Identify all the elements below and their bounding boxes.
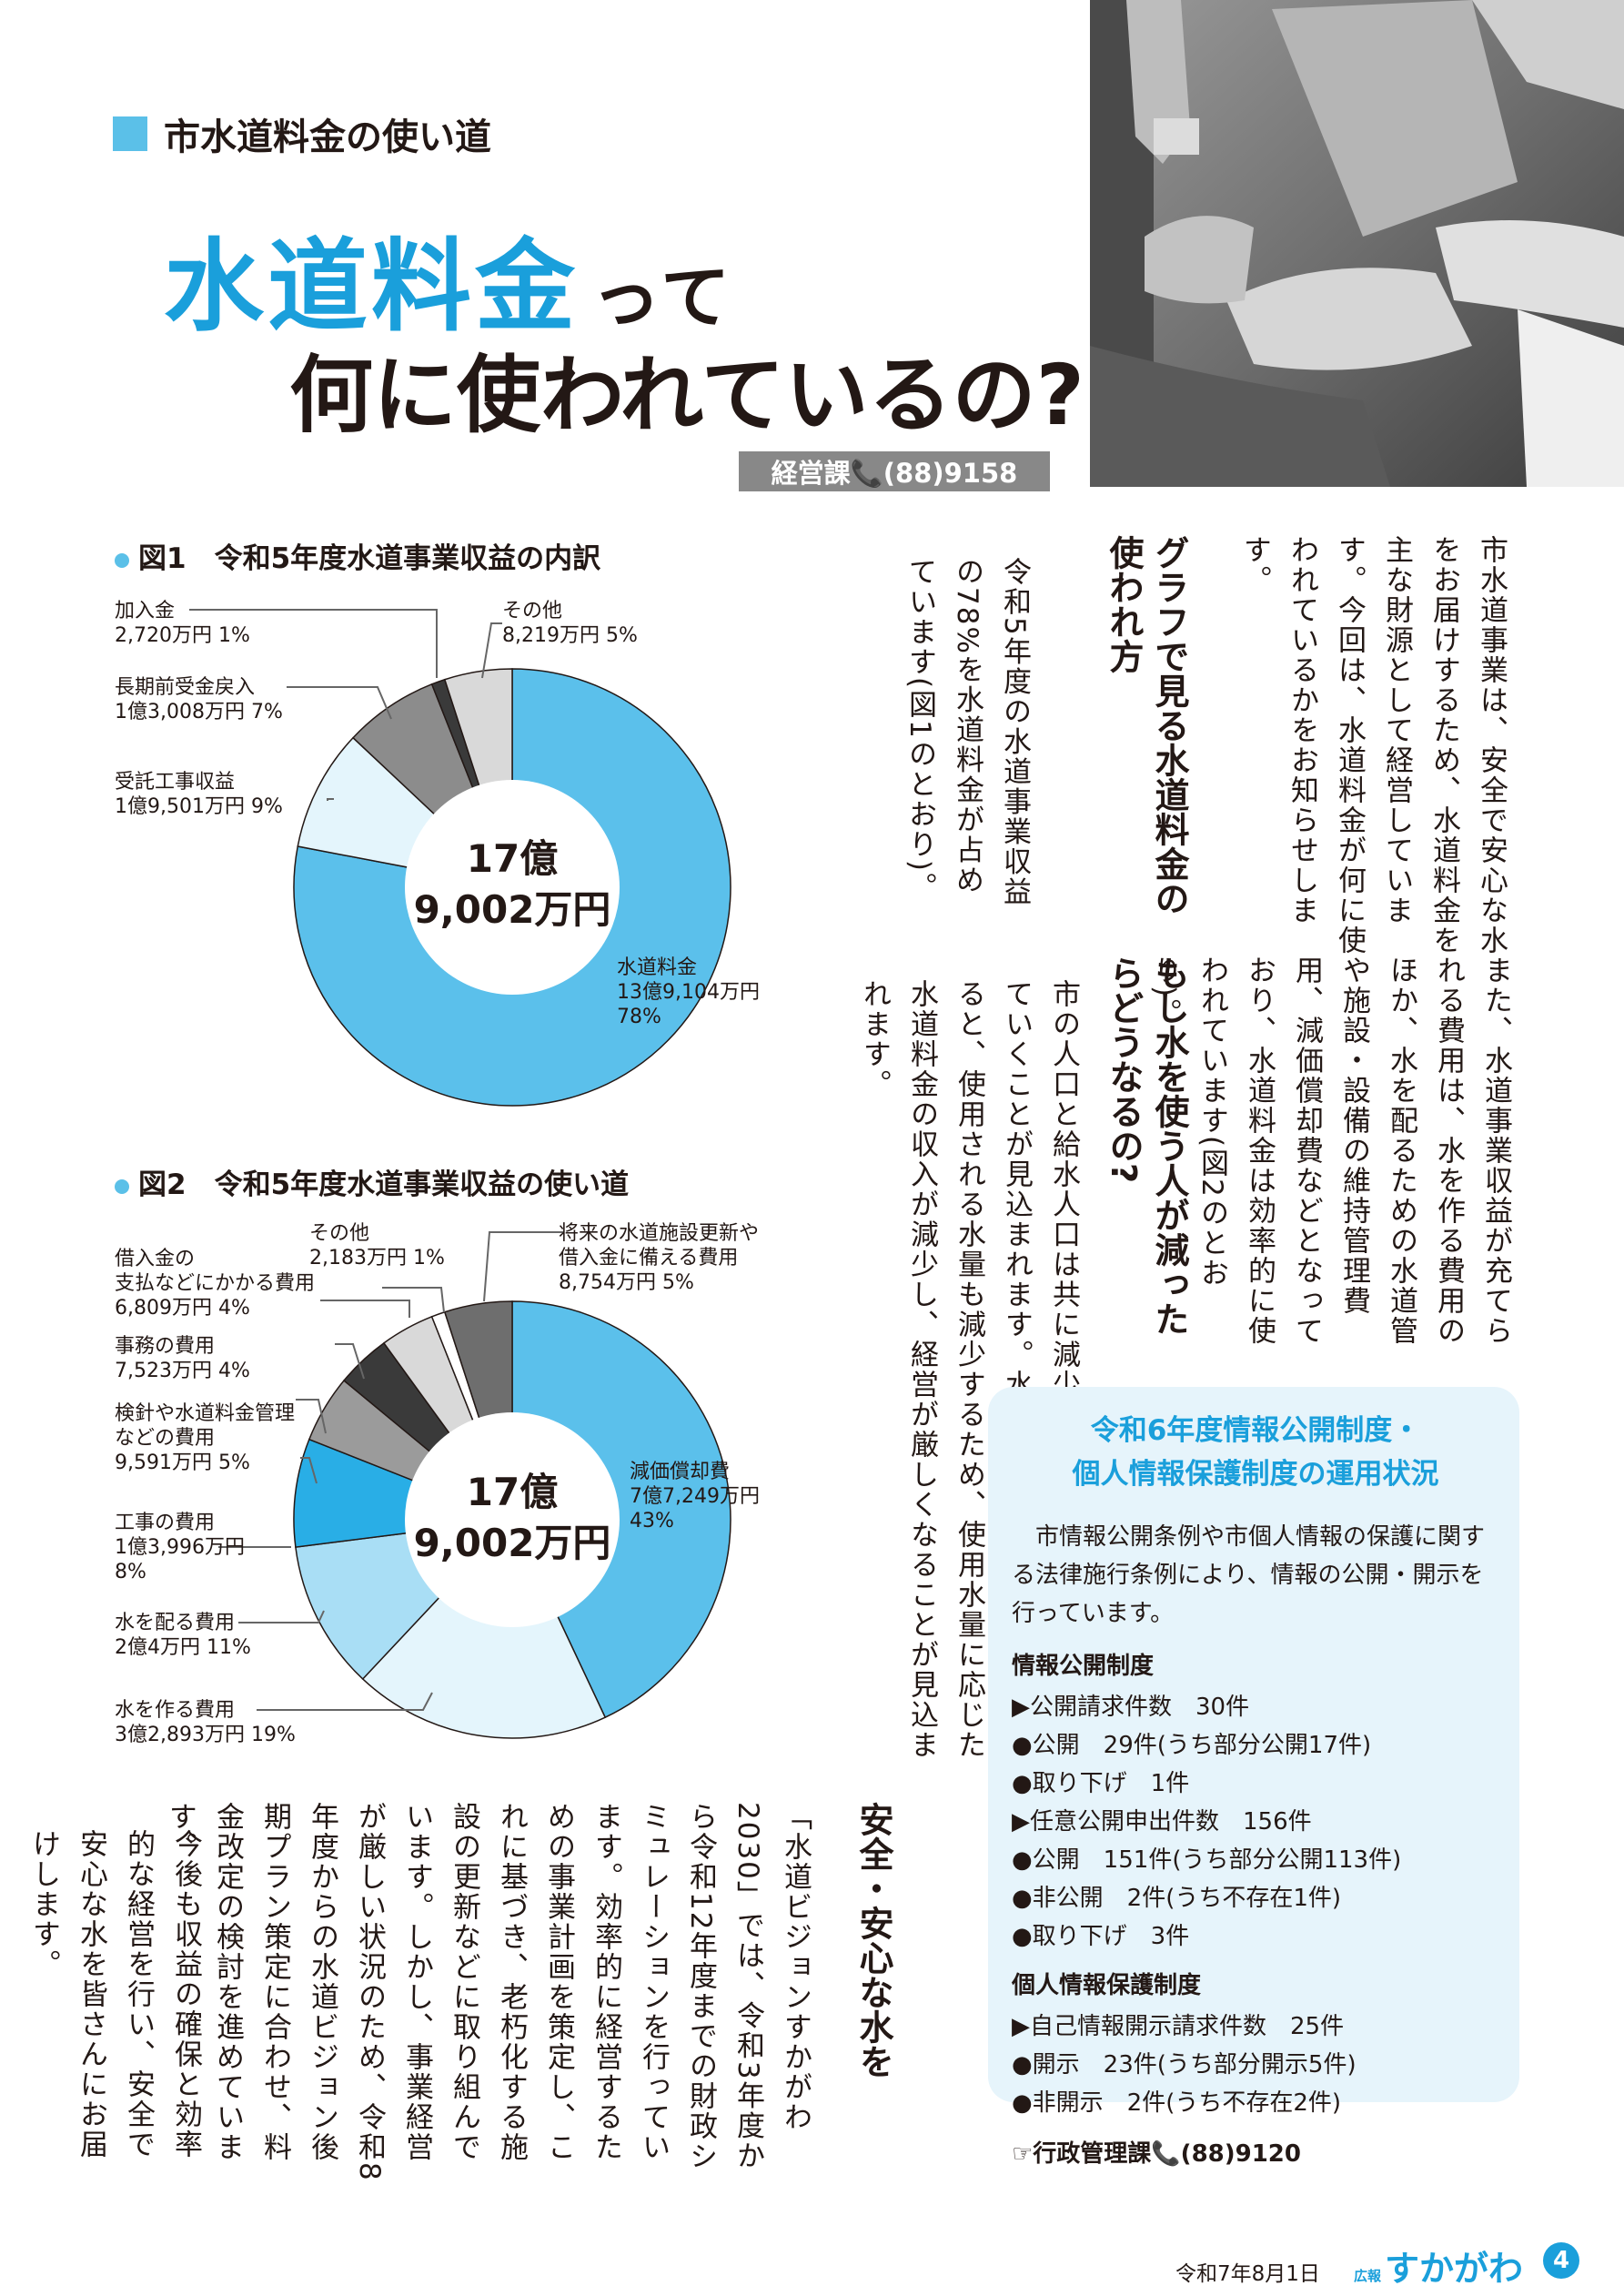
section3-para1: 「水道ビジョンすかがわ2030」では、令和3年度から令和12年度までの財政シミュ… — [164, 1802, 812, 2182]
fig1-label-water-fee: 水道料金 13億9,104万円 78% — [617, 956, 760, 1028]
disclosure-item: ●公開 29件(うち部分公開17件) — [1012, 1732, 1372, 1759]
section1-para2-continued: また、水道事業収益が充てられる費用は、水を作る費用のほか、水を配るための水道管や… — [1148, 956, 1512, 1346]
disclosure-item: ▶任意公開申出件数 156件 — [1012, 1808, 1312, 1836]
square-bullet-icon — [113, 116, 147, 151]
fig1-title: 図1 令和5年度水道事業収益の内訳 — [115, 535, 600, 576]
logo-prefix: 広報 — [1354, 2268, 1382, 2284]
section3-para2: 今後も収益の確保と効率的な経営を行い、安全で安心な水を皆さんにお届けします。 — [27, 1829, 202, 2159]
fig2-label-loan: 借入金の 支払などにかかる費用 6,809万円 4% — [115, 1248, 316, 1320]
fig2-donut-chart — [218, 1231, 731, 1739]
section2-heading: もし水を使う人が減ったらどうなるの? — [1104, 956, 1189, 1336]
title-particle: って — [591, 257, 734, 338]
fig2-label-distribute: 水を配る費用 2億4万円 11% — [115, 1612, 251, 1659]
fig1-label-other: その他 8,219万円 5% — [502, 600, 638, 647]
contact-bar: 経営課📞(88)9158 — [739, 451, 1050, 491]
footer-logo: 広報 すかがわ — [1354, 2240, 1523, 2291]
info-title: 令和6年度情報公開制度・ 個人情報保護制度の運用状況 — [1072, 1414, 1439, 1491]
fig2-total: 17億 9,002万円 — [413, 1470, 611, 1565]
section1-heading: グラフで見る水道料金の使われ方 — [1104, 535, 1189, 915]
section1-para1: 令和5年度の水道事業収益の78%を水道料金が占めています(図1のとおり)。 — [903, 557, 1031, 907]
privacy-heading: 個人情報保護制度 — [1012, 1972, 1202, 1999]
fig2-label-make: 水を作る費用 3億2,893万円 19% — [115, 1699, 296, 1746]
title-keyword: 水道料金 — [164, 228, 579, 345]
page-title: 水道料金 って — [164, 205, 733, 350]
privacy-item: ●開示 23件(うち部分開示5件) — [1012, 2051, 1357, 2079]
fig2-label-future: 将来の水道施設更新や 借入金に備える費用 8,754万円 5% — [559, 1222, 760, 1294]
fig1-label-join: 加入金 2,720万円 1% — [115, 600, 250, 647]
fig1-total: 17億 9,002万円 — [413, 836, 611, 932]
fig1-label-deferred: 長期前受金戻入 1億3,008万円 7% — [115, 676, 283, 723]
section3-heading: 安全・安心な水を — [853, 1802, 893, 2079]
fig2-label-other: その他 2,183万円 1% — [309, 1222, 445, 1269]
intro-paragraph: 市水道事業は、安全で安心な水をお届けするため、水道料金を主な財源として経営してい… — [1238, 535, 1508, 956]
fig1-label-contract: 受託工事収益 1億9,501万円 9% — [115, 771, 283, 818]
disclosure-item: ●非公開 2件(うち不存在1件) — [1012, 1885, 1342, 1912]
info-disclosure: 情報公開制度 ▶公開請求件数 30件 ●公開 29件(うち部分公開17件) ●取… — [1012, 1647, 1503, 2169]
info-contact: ☞行政管理課📞(88)9120 — [1012, 2140, 1301, 2168]
logo-text: すかがわ — [1385, 2249, 1524, 2289]
disclosure-item: ●取り下げ 3件 — [1012, 1923, 1190, 1950]
bullet-dot-icon — [115, 1179, 129, 1194]
page-title-line2: 何に使われているの? — [289, 347, 1085, 444]
fig2-label-depreciation: 減価償却費 7億7,249万円 43% — [630, 1461, 760, 1532]
info-intro: 市情報公開条例や市個人情報の保護に関する法律施行条例により、情報の公開・開示を行… — [1012, 1523, 1486, 1627]
privacy-item: ●非開示 2件(うち不存在2件) — [1012, 2089, 1342, 2117]
section-label: 市水道料金の使い道 — [113, 107, 491, 160]
info-box — [988, 1387, 1519, 2102]
fig2-label-construction: 工事の費用 1億3,996万円 8% — [115, 1512, 245, 1583]
disclosure-item: ●取り下げ 1件 — [1012, 1770, 1190, 1797]
disclosure-heading: 情報公開制度 — [1012, 1653, 1155, 1680]
fig2-label-office: 事務の費用 7,523万円 4% — [115, 1335, 250, 1382]
fig2-title: 図2 令和5年度水道事業収益の使い道 — [115, 1161, 629, 1202]
fig1-donut-chart — [189, 609, 731, 1107]
section-label-text: 市水道料金の使い道 — [164, 116, 491, 158]
bullet-dot-icon — [115, 553, 129, 568]
disclosure-item: ▶公開請求件数 30件 — [1012, 1694, 1250, 1721]
faucet-photo — [1090, 0, 1624, 487]
footer-date: 令和7年8月1日 — [1175, 2262, 1320, 2286]
privacy-item: ▶自己情報開示請求件数 25件 — [1012, 2013, 1345, 2040]
fig2-label-meter: 検針や水道料金管理 などの費用 9,591万円 5% — [115, 1402, 296, 1474]
fig2-slice-0 — [511, 1300, 731, 1719]
page-number: 4 — [1543, 2242, 1579, 2279]
disclosure-item: ●公開 151件(うち部分公開113件) — [1012, 1846, 1402, 1874]
fig2-slice-1 — [361, 1518, 607, 1739]
